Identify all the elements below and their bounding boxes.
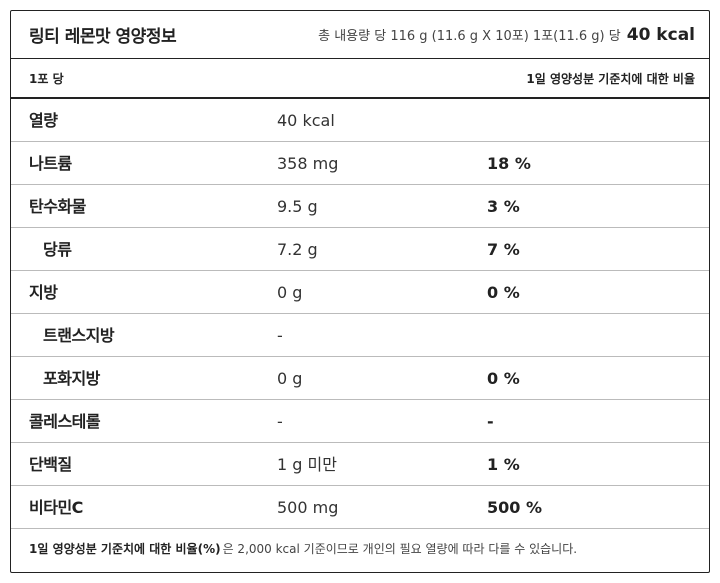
nutrient-percent: 500 % bbox=[487, 498, 542, 517]
basis-row: 1포 당 1일 영양성분 기준치에 대한 비율 bbox=[11, 59, 709, 99]
nutrient-percent: - bbox=[487, 412, 494, 431]
nutrient-row-cholesterol: 콜레스테롤 - - bbox=[11, 400, 709, 443]
nutrient-percent: 0 % bbox=[487, 369, 520, 388]
nutrient-row-trans-fat: 트랜스지방 - bbox=[11, 314, 709, 357]
nutrient-row-vitamin-c: 비타민C 500 mg 500 % bbox=[11, 486, 709, 529]
nutrient-amount: 500 mg bbox=[277, 498, 339, 517]
nutrient-row-calories: 열량 40 kcal bbox=[11, 99, 709, 142]
nutrient-amount: 0 g bbox=[277, 283, 303, 302]
nutrition-facts-panel: 링티 레몬맛 영양정보 총 내용량 당 116 g (11.6 g X 10포)… bbox=[10, 10, 710, 573]
nutrient-row-fat: 지방 0 g 0 % bbox=[11, 271, 709, 314]
nutrient-amount: 40 kcal bbox=[277, 111, 335, 130]
nutrient-name: 열량 bbox=[29, 111, 58, 130]
serving-summary: 총 내용량 당 116 g (11.6 g X 10포) 1포(11.6 g) … bbox=[318, 25, 695, 45]
nutrient-row-sugars: 당류 7.2 g 7 % bbox=[11, 228, 709, 271]
nutrient-amount: - bbox=[277, 412, 283, 431]
nutrient-row-protein: 단백질 1 g 미만 1 % bbox=[11, 443, 709, 486]
nutrient-amount: 358 mg bbox=[277, 154, 339, 173]
nutrient-name: 트랜스지방 bbox=[43, 326, 115, 345]
nutrition-header: 링티 레몬맛 영양정보 총 내용량 당 116 g (11.6 g X 10포)… bbox=[11, 11, 709, 59]
nutrient-amount: 7.2 g bbox=[277, 240, 318, 259]
nutrient-row-saturated-fat: 포화지방 0 g 0 % bbox=[11, 357, 709, 400]
nutrient-name: 당류 bbox=[43, 240, 72, 259]
nutrient-name: 나트륨 bbox=[29, 154, 72, 173]
nutrient-amount: 0 g bbox=[277, 369, 303, 388]
daily-value-label: 1일 영양성분 기준치에 대한 비율 bbox=[526, 71, 695, 86]
nutrient-amount: 1 g 미만 bbox=[277, 455, 337, 474]
nutrient-amount: 9.5 g bbox=[277, 197, 318, 216]
nutrient-name: 포화지방 bbox=[43, 369, 100, 388]
footnote-text: 은 2,000 kcal 기준이므로 개인의 필요 열량에 따라 다를 수 있습… bbox=[222, 541, 578, 556]
nutrient-row-carbohydrate: 탄수화물 9.5 g 3 % bbox=[11, 185, 709, 228]
nutrient-name: 탄수화물 bbox=[29, 197, 86, 216]
nutrient-name: 지방 bbox=[29, 283, 58, 302]
per-serving-label: 1포 당 bbox=[29, 71, 64, 86]
footnote: 1일 영양성분 기준치에 대한 비율(%) 은 2,000 kcal 기준이므로 … bbox=[11, 529, 709, 567]
nutrient-name: 단백질 bbox=[29, 455, 72, 474]
nutrient-percent: 0 % bbox=[487, 283, 520, 302]
nutrient-percent: 1 % bbox=[487, 455, 520, 474]
nutrient-percent: 7 % bbox=[487, 240, 520, 259]
nutrient-percent: 18 % bbox=[487, 154, 531, 173]
nutrient-name: 콜레스테롤 bbox=[29, 412, 101, 431]
nutrient-amount: - bbox=[277, 326, 283, 345]
nutrient-name: 비타민C bbox=[29, 498, 83, 517]
footnote-bold: 1일 영양성분 기준치에 대한 비율(%) bbox=[29, 541, 221, 556]
product-title: 링티 레몬맛 영양정보 bbox=[29, 27, 177, 47]
total-calories: 40 kcal bbox=[626, 24, 695, 45]
serving-info: 총 내용량 당 116 g (11.6 g X 10포) 1포(11.6 g) … bbox=[318, 28, 621, 44]
nutrient-percent: 3 % bbox=[487, 197, 520, 216]
nutrient-row-sodium: 나트륨 358 mg 18 % bbox=[11, 142, 709, 185]
